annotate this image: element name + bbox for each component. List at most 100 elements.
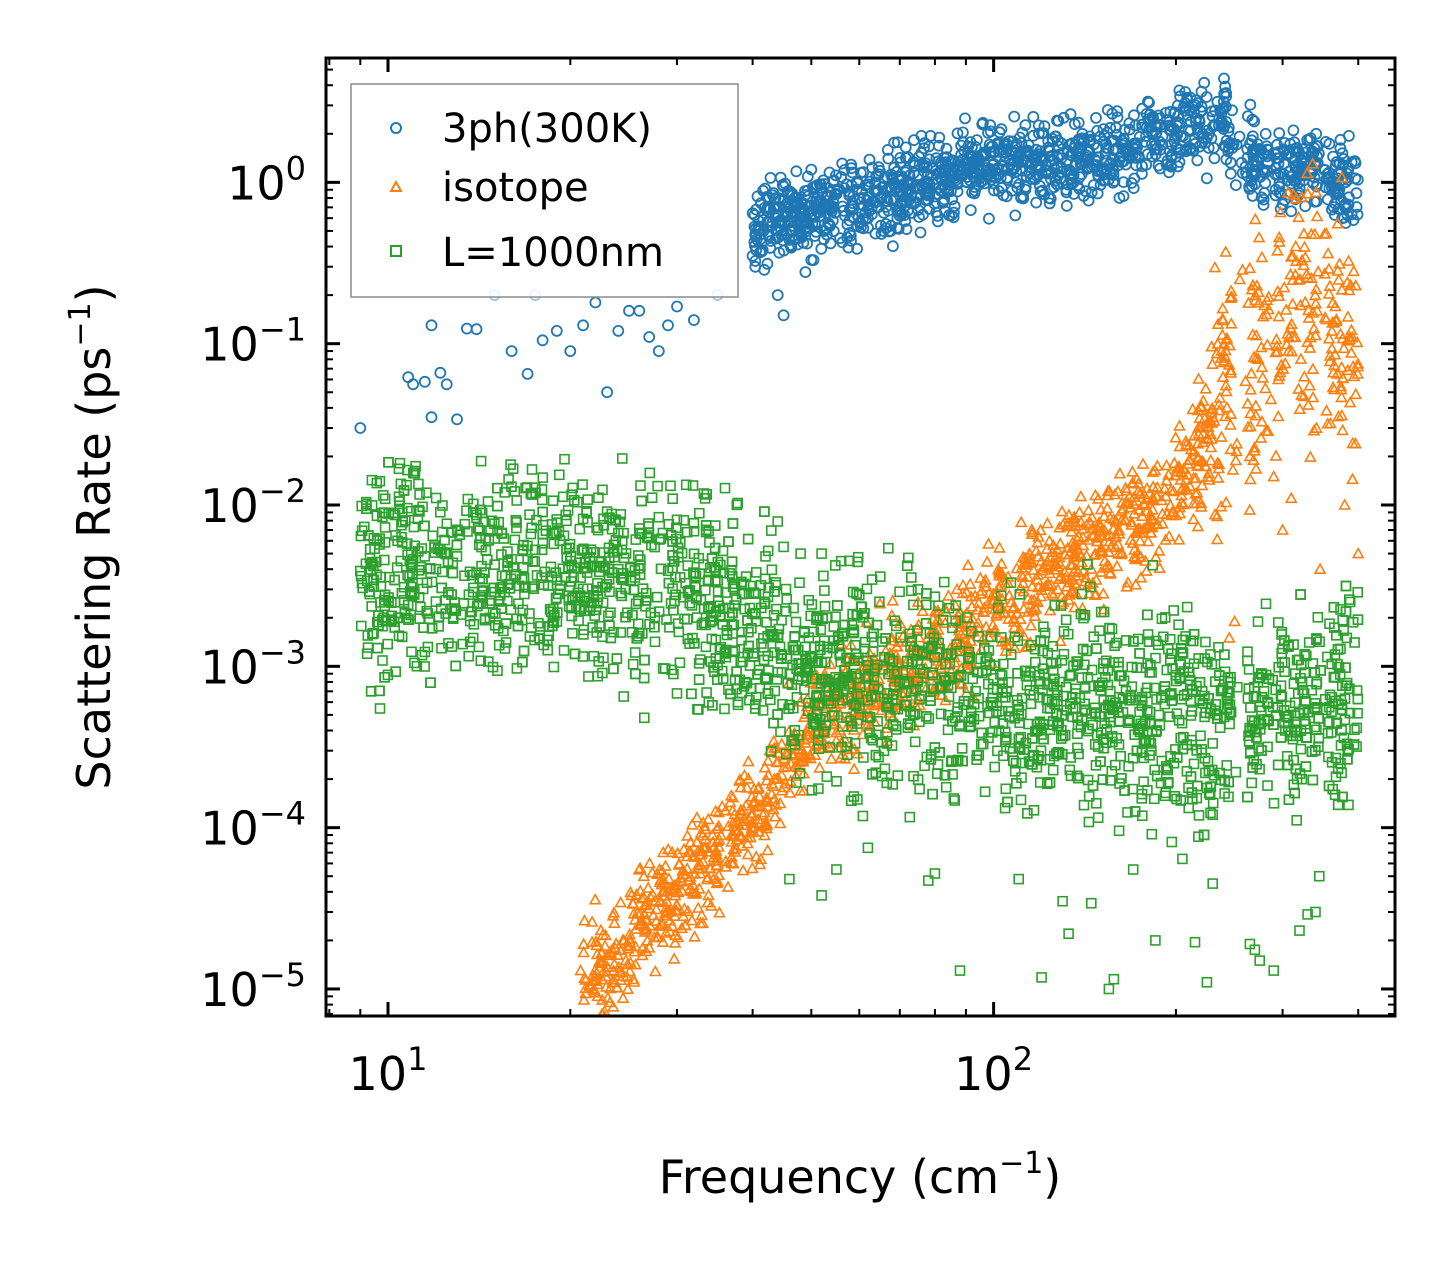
data-point [863, 153, 876, 166]
data-point [1198, 76, 1211, 89]
data-point [1146, 492, 1160, 504]
data-point [903, 169, 916, 182]
data-point [997, 658, 1009, 670]
data-point [1230, 437, 1244, 449]
data-point [1139, 520, 1153, 533]
data-point [577, 479, 588, 490]
data-point [1030, 196, 1043, 209]
data-point [942, 589, 955, 601]
data-point [1351, 546, 1365, 559]
data-point [1019, 119, 1032, 131]
data-point [944, 155, 957, 168]
data-point [1108, 487, 1122, 500]
data-point [1076, 601, 1089, 614]
data-point [823, 657, 837, 670]
data-point [1212, 398, 1226, 410]
data-point [1025, 579, 1039, 592]
data-point [579, 986, 592, 999]
data-point [668, 936, 682, 948]
data-point [1138, 752, 1150, 764]
data-point [710, 822, 724, 834]
data-point [712, 805, 725, 818]
data-point [703, 861, 717, 873]
data-point [1270, 332, 1283, 345]
data-point [1181, 457, 1195, 469]
data-point [912, 669, 925, 682]
data-point [1233, 272, 1247, 285]
data-point [801, 170, 814, 183]
data-point [1064, 573, 1078, 585]
data-point [1302, 303, 1315, 316]
data-point [1042, 167, 1055, 180]
data-point [599, 969, 613, 982]
data-point [672, 857, 686, 869]
data-point [812, 188, 825, 201]
data-point [921, 189, 934, 202]
data-point [1023, 547, 1036, 559]
data-point [676, 863, 690, 875]
data-point [1289, 239, 1303, 252]
data-point [649, 893, 662, 906]
data-point [1326, 203, 1338, 216]
data-point [1271, 284, 1285, 297]
data-point [857, 200, 870, 212]
data-point [951, 127, 964, 140]
data-point [661, 614, 672, 625]
data-point [660, 894, 674, 907]
data-point [1336, 423, 1349, 436]
data-point [1210, 509, 1224, 522]
data-point [612, 324, 625, 337]
data-point [1275, 690, 1287, 702]
data-point [780, 760, 794, 772]
series-layer [354, 72, 1365, 1016]
data-point [1255, 360, 1269, 373]
data-point [1319, 312, 1333, 325]
data-point [1146, 503, 1159, 515]
data-point [754, 852, 768, 865]
data-point [1295, 253, 1309, 266]
data-point [1255, 250, 1269, 263]
data-point [1049, 130, 1062, 143]
data-point [916, 664, 930, 676]
data-point [904, 811, 916, 823]
data-point [1068, 600, 1081, 613]
data-point [1334, 142, 1347, 155]
data-point [920, 649, 933, 661]
data-point [934, 661, 948, 673]
data-point [606, 975, 620, 988]
data-point [574, 963, 587, 976]
data-point [791, 191, 804, 204]
data-point [1089, 587, 1103, 600]
data-point [977, 117, 989, 129]
data-point [626, 897, 640, 909]
data-point [911, 621, 924, 634]
data-point [1065, 584, 1078, 596]
data-point [1069, 562, 1083, 574]
data-point [1036, 127, 1048, 140]
data-point [1322, 287, 1336, 299]
data-point [1113, 467, 1127, 479]
data-point [1332, 409, 1345, 422]
data-point [1349, 157, 1362, 170]
data-point [460, 322, 473, 335]
data-point [633, 304, 646, 317]
data-point [1273, 127, 1286, 140]
data-point [753, 816, 767, 828]
data-point [990, 609, 1003, 621]
data-point [1190, 486, 1204, 498]
data-point [1100, 501, 1114, 514]
data-point [1245, 367, 1258, 379]
data-point [1149, 764, 1160, 776]
data-point [585, 915, 599, 927]
data-point [1344, 683, 1355, 695]
data-point [1023, 167, 1036, 179]
data-point [1056, 518, 1070, 530]
data-point [1194, 400, 1208, 413]
data-point [887, 240, 899, 253]
data-point [936, 158, 949, 171]
data-point [1090, 534, 1104, 547]
data-point [819, 585, 830, 596]
data-point [1129, 119, 1142, 132]
data-point [665, 845, 679, 858]
data-point [872, 184, 884, 197]
